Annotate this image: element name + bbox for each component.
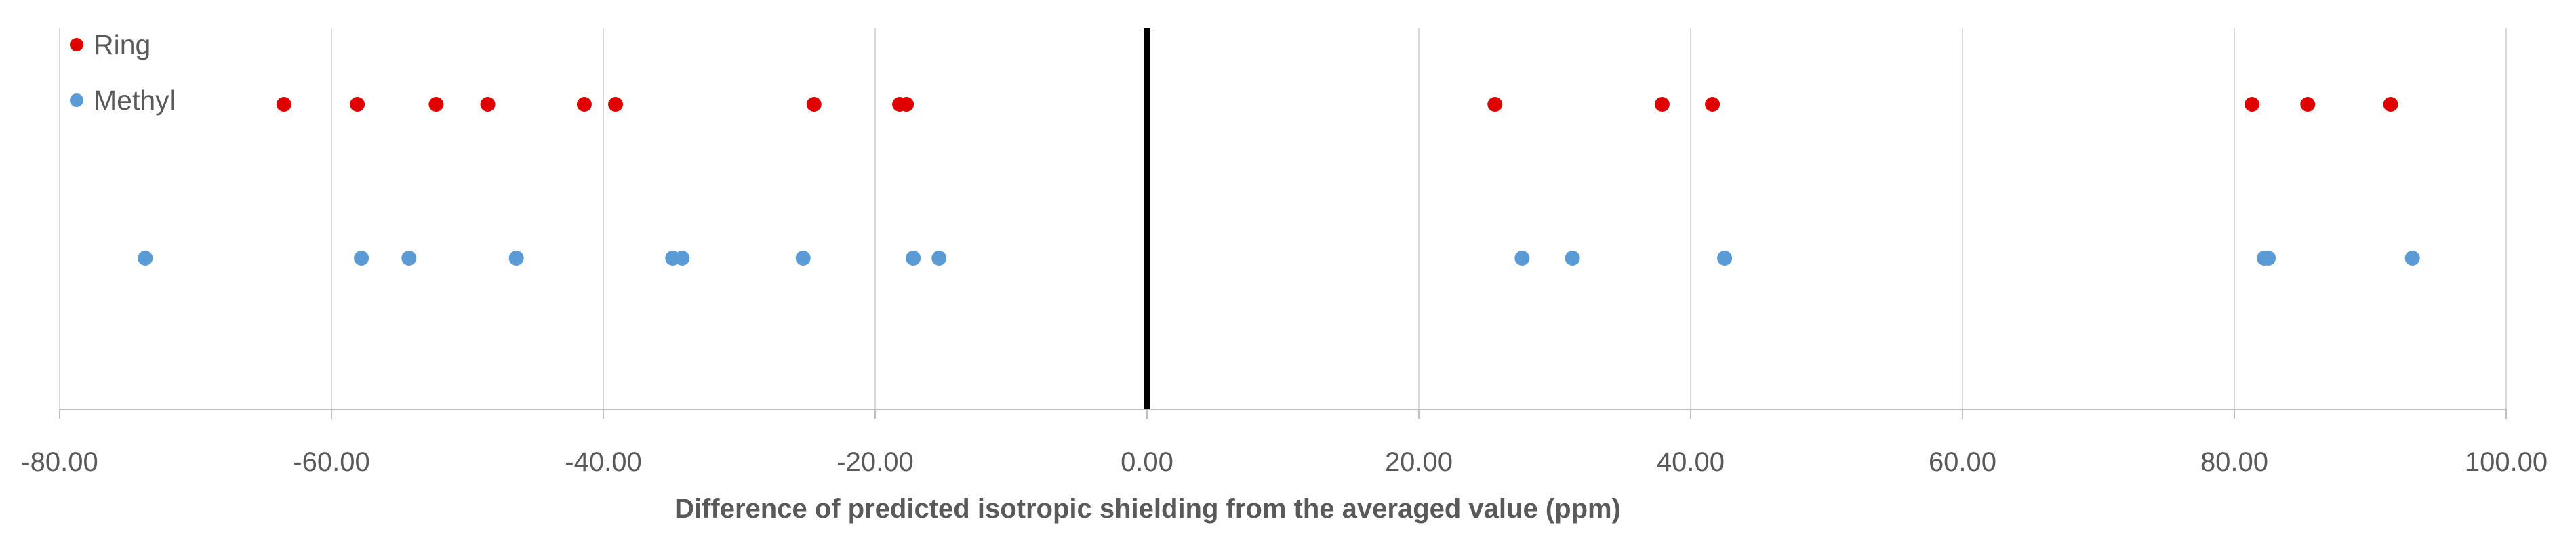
gridlines [59,28,2507,409]
legend: Ring Methyl [70,29,176,116]
data-point-methyl [675,251,690,266]
legend-label-ring: Ring [94,29,150,60]
data-point-methyl [354,251,369,266]
data-point-ring [480,97,496,112]
x-tick-label: -60.00 [293,447,369,477]
data-point-methyl [1565,251,1580,266]
x-tick-labels: -80.00 -60.00 -40.00 -20.00 0.00 20.00 40.00 60… [21,447,2548,477]
x-tick-label: 100.00 [2465,447,2548,477]
data-point-ring [1705,97,1720,112]
data-point-methyl [2261,251,2276,266]
data-point-ring [1654,97,1670,112]
data-point-methyl [1717,251,1733,266]
data-point-ring [2300,97,2316,112]
data-point-ring [576,97,592,112]
data-point-methyl [906,251,921,266]
x-tick-label: 80.00 [2200,447,2268,477]
data-point-ring [350,97,365,112]
legend-label-methyl: Methyl [94,85,176,116]
x-tick-label: 60.00 [1929,447,1996,477]
data-point-ring [2383,97,2398,112]
x-tick-label: -40.00 [565,447,641,477]
legend-marker-methyl [70,93,83,107]
data-point-methyl [508,251,524,266]
data-point-ring [428,97,444,112]
data-point-methyl [931,251,947,266]
data-point-methyl [2404,251,2420,266]
data-point-methyl [138,251,153,266]
x-tick-label: 0.00 [1121,447,1173,477]
x-axis-title: Difference of predicted isotropic shield… [675,494,1621,524]
x-tick-label: 40.00 [1657,447,1725,477]
x-tick-label: 20.00 [1385,447,1453,477]
data-point-methyl [1514,251,1530,266]
data-point-methyl [795,251,811,266]
data-point-ring [608,97,624,112]
x-tick-label: -80.00 [21,447,98,477]
data-point-ring [276,97,291,112]
x-tick-label: -20.00 [837,447,913,477]
data-point-ring [899,97,914,112]
data-points [138,97,2420,266]
data-point-ring [1487,97,1503,112]
legend-marker-ring [70,38,83,51]
data-point-ring [2245,97,2260,112]
x-axis [59,28,2507,419]
data-point-ring [806,97,822,112]
data-point-methyl [401,251,417,266]
